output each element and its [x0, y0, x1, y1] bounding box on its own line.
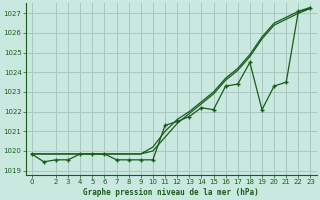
- X-axis label: Graphe pression niveau de la mer (hPa): Graphe pression niveau de la mer (hPa): [83, 188, 259, 197]
